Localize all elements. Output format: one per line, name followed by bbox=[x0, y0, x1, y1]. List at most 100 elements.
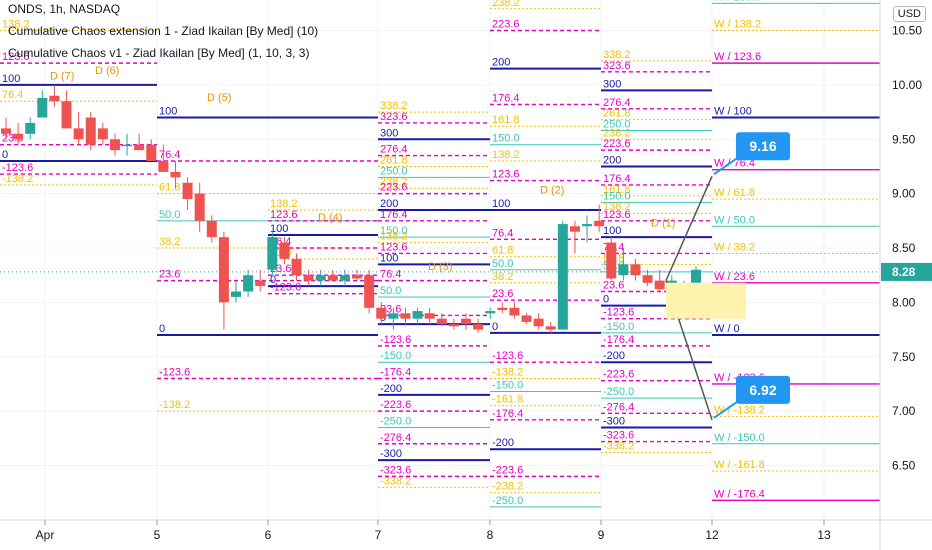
levels-group: 250.0238.2223.6200176.4161.8150.0138.212… bbox=[490, 0, 601, 508]
level-label: W / 150.0 bbox=[714, 0, 761, 3]
level-label: 38.2 bbox=[159, 236, 180, 248]
candle-body bbox=[134, 144, 145, 151]
price-tick-label: 7.50 bbox=[892, 350, 916, 364]
candle-body bbox=[376, 307, 387, 319]
candle bbox=[412, 307, 423, 325]
level-label: W / -176.4 bbox=[714, 488, 765, 500]
callout-pointer bbox=[713, 399, 741, 419]
level-label: 0 bbox=[603, 294, 609, 306]
day-label: D (5) bbox=[207, 92, 231, 104]
level-label: -138.2 bbox=[159, 399, 190, 411]
candle bbox=[388, 307, 399, 330]
candle-body bbox=[424, 313, 435, 319]
candle-body bbox=[339, 275, 350, 281]
time-tick-label: 7 bbox=[375, 528, 382, 542]
day-label: D (4) bbox=[318, 212, 342, 224]
level-label: 238.2 bbox=[380, 176, 408, 188]
candle bbox=[13, 122, 24, 145]
level-label: 76.4 bbox=[380, 269, 401, 281]
level-label: W / 138.2 bbox=[714, 19, 761, 31]
candle bbox=[182, 177, 193, 210]
candle-body bbox=[436, 318, 447, 325]
level-label: -223.6 bbox=[603, 369, 634, 381]
candle-body bbox=[606, 242, 617, 279]
level-label: -176.4 bbox=[603, 334, 634, 346]
level-label: -250.0 bbox=[380, 415, 411, 427]
projection-callout bbox=[736, 375, 790, 404]
level-label: W / -150.0 bbox=[714, 432, 765, 444]
level-label: 76.4 bbox=[492, 227, 513, 239]
candle bbox=[134, 133, 145, 151]
candle bbox=[231, 280, 241, 303]
candle bbox=[606, 237, 617, 281]
price-tick-label: 9.50 bbox=[892, 132, 916, 146]
candle bbox=[315, 269, 326, 287]
candle-body bbox=[569, 226, 580, 232]
level-label: 100 bbox=[159, 106, 177, 118]
level-label: 0 bbox=[492, 321, 498, 333]
candle bbox=[461, 313, 471, 330]
level-label: 261.8 bbox=[380, 154, 408, 166]
level-label: 338.2 bbox=[380, 100, 408, 112]
level-label: 50.0 bbox=[492, 258, 513, 270]
level-label: 338.2 bbox=[603, 49, 631, 61]
projection-callout bbox=[736, 132, 790, 161]
level-label: 23.6 bbox=[159, 269, 180, 281]
level-label: 38.2 bbox=[492, 271, 513, 283]
candle-body bbox=[315, 275, 326, 281]
price-tick-label: 10.50 bbox=[892, 24, 922, 38]
level-label: -123.6 bbox=[270, 282, 301, 294]
projection-value: 6.92 bbox=[749, 382, 776, 398]
level-label: 276.4 bbox=[603, 97, 631, 109]
level-label: 223.6 bbox=[380, 182, 408, 194]
candle-body bbox=[25, 122, 36, 134]
candle bbox=[339, 269, 350, 287]
price-tick-label: 7.00 bbox=[892, 404, 916, 418]
candle bbox=[25, 117, 36, 140]
level-label: 200 bbox=[603, 154, 621, 166]
candle-body bbox=[279, 242, 290, 259]
candle-body bbox=[521, 315, 532, 322]
level-label: -338.2 bbox=[380, 475, 411, 487]
level-label: 23.6 bbox=[492, 288, 513, 300]
level-label: W / 100 bbox=[714, 106, 752, 118]
indicator-legend-1[interactable]: Cumulative Chaos extension 1 - Ziad Ikai… bbox=[8, 24, 319, 38]
level-label: 50.0 bbox=[380, 285, 401, 297]
level-label: 223.6 bbox=[492, 19, 520, 31]
level-label: -338.2 bbox=[603, 440, 634, 452]
level-label: 161.8 bbox=[492, 114, 520, 126]
time-tick-label: 13 bbox=[817, 528, 831, 542]
level-label: 100 bbox=[380, 252, 398, 264]
plot-area: 138.2123.610076.423.60-123.6-138.210076.… bbox=[0, 0, 880, 508]
candle bbox=[61, 90, 72, 129]
indicator-legend-2[interactable]: Cumulative Chaos v1 - Ziad Ikailan [By M… bbox=[8, 46, 310, 60]
level-label: 50.0 bbox=[159, 209, 180, 221]
level-label: 150.0 bbox=[603, 190, 631, 202]
time-tick-label: 12 bbox=[705, 528, 719, 542]
currency-button[interactable]: USD bbox=[892, 6, 926, 22]
level-label: -223.6 bbox=[380, 399, 411, 411]
level-label: -323.6 bbox=[603, 430, 634, 442]
candle-body bbox=[557, 224, 568, 330]
candle bbox=[352, 269, 363, 281]
candle-body bbox=[243, 275, 254, 292]
level-label: 138.2 bbox=[270, 198, 298, 210]
level-label: 323.6 bbox=[380, 111, 408, 123]
candle bbox=[618, 248, 629, 281]
candle-body bbox=[13, 133, 24, 140]
level-label: 61.8 bbox=[159, 182, 180, 194]
level-label: 0 bbox=[270, 274, 276, 286]
level-label: 123.6 bbox=[603, 209, 631, 221]
level-label: -138.2 bbox=[2, 173, 33, 185]
level-label: W / 123.6 bbox=[714, 51, 761, 63]
candle bbox=[473, 318, 484, 333]
candle bbox=[243, 269, 254, 297]
price-tick-label: 8.00 bbox=[892, 295, 916, 309]
candle-body bbox=[509, 307, 520, 316]
candle bbox=[109, 133, 120, 156]
candle bbox=[400, 307, 411, 325]
level-label: W / 50.0 bbox=[714, 214, 755, 226]
candle-body bbox=[85, 117, 96, 145]
